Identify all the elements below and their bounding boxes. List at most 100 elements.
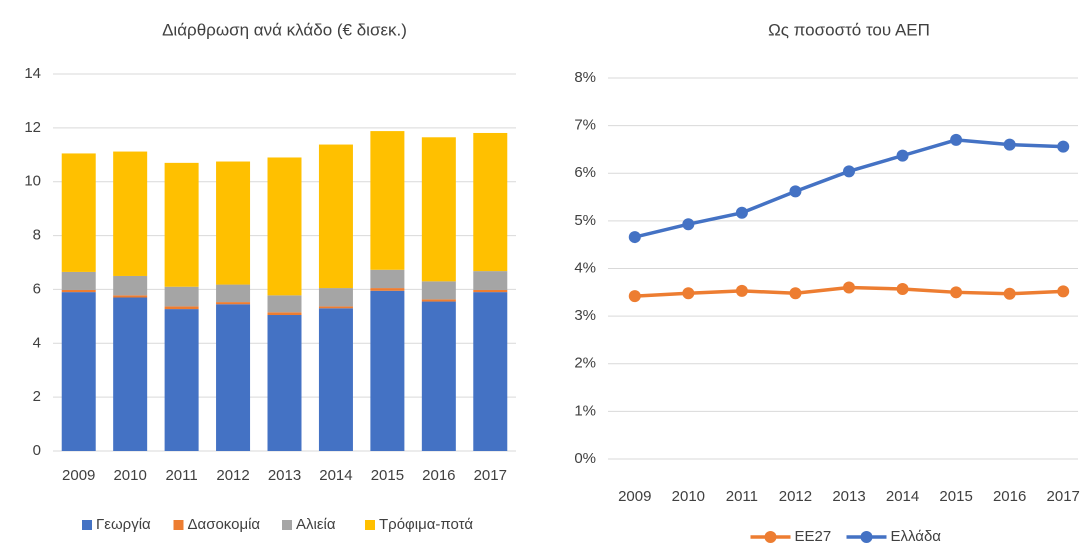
bar-segment (318, 306, 353, 309)
y-tick-label: 7% (574, 117, 596, 134)
x-tick-label: 2015 (371, 467, 404, 484)
point (682, 287, 695, 300)
bar-segment (216, 302, 251, 305)
x-tick-label: 2014 (319, 467, 352, 484)
legend-swatch (82, 520, 92, 530)
legend-label: Αλιεία (296, 516, 336, 533)
x-tick-label: 2013 (832, 488, 865, 505)
bar-segment (267, 295, 302, 313)
bar-segment (113, 151, 148, 276)
point (1057, 285, 1070, 298)
y-tick-label: 14 (24, 65, 41, 82)
x-tick-label: 2010 (113, 467, 146, 484)
bar-segment (370, 269, 405, 289)
point (950, 133, 963, 146)
point (789, 185, 802, 198)
bar-segment (216, 284, 251, 303)
bar-segment (318, 288, 353, 307)
point (1003, 138, 1016, 151)
y-tick-label: 5% (574, 212, 596, 229)
chart-title: Ως ποσοστό του ΑΕΠ (768, 20, 930, 39)
legend-marker (764, 531, 777, 543)
bar-segment (61, 153, 96, 272)
bar-segment (370, 288, 405, 291)
bar-segment (318, 308, 353, 451)
y-tick-label: 4% (574, 259, 596, 276)
x-tick-label: 2016 (422, 467, 455, 484)
y-tick-label: 12 (24, 119, 41, 136)
point (735, 206, 748, 219)
line (634, 138, 1064, 239)
bar-segment (164, 162, 199, 287)
legend-marker (860, 531, 873, 543)
point (628, 231, 641, 244)
bar-segment (61, 271, 96, 290)
x-tick-label: 2012 (216, 467, 249, 484)
point (896, 149, 909, 162)
bar-segment (370, 290, 405, 451)
bar-segment (473, 132, 508, 272)
y-tick-label: 4 (33, 334, 41, 351)
y-tick-label: 8% (574, 69, 596, 86)
bar-segment (164, 309, 199, 451)
point (843, 165, 855, 178)
y-tick-label: 2% (574, 355, 596, 372)
y-tick-label: 0% (574, 450, 596, 467)
x-tick-label: 2010 (672, 488, 705, 505)
point (735, 284, 748, 297)
bar-segment (318, 144, 353, 289)
y-tick-label: 0 (33, 442, 41, 459)
x-tick-label: 2013 (268, 467, 301, 484)
point (896, 282, 909, 295)
point (950, 286, 963, 299)
y-tick-label: 6 (33, 280, 41, 297)
bar-segment (61, 289, 96, 293)
bar-segment (113, 275, 148, 296)
x-tick-label: 2017 (474, 467, 507, 484)
bar-segment (421, 299, 456, 302)
x-tick-label: 2016 (993, 488, 1026, 505)
bar-segment (473, 292, 508, 451)
y-tick-label: 3% (574, 307, 596, 324)
bar-segment (113, 295, 148, 298)
bar-segment (267, 157, 302, 296)
bar-segment (164, 286, 199, 307)
bar-segment (216, 304, 251, 451)
point (789, 287, 802, 300)
point (628, 290, 641, 303)
x-tick-label: 2017 (1047, 488, 1080, 505)
bar-segment (473, 271, 508, 290)
x-tick-label: 2014 (886, 488, 919, 505)
x-tick-label: 2009 (618, 488, 651, 505)
legend-label: Τρόφιμα-ποτά (379, 516, 473, 533)
legend-swatch (173, 520, 184, 530)
legend-label: ΕΕ27 (795, 528, 832, 545)
y-tick-label: 6% (574, 164, 596, 181)
bar-segment (421, 281, 456, 300)
point (843, 281, 855, 294)
y-tick-label: 8 (33, 227, 41, 244)
legend-label: Δασοκομία (188, 516, 261, 533)
bar-segment (61, 292, 96, 451)
y-tick-label: 1% (574, 402, 596, 419)
legend-swatch (365, 520, 375, 530)
x-tick-label: 2015 (939, 488, 972, 505)
bar-segment (267, 315, 302, 451)
x-tick-label: 2011 (165, 467, 197, 484)
x-tick-label: 2009 (62, 467, 95, 484)
bar-segment (370, 131, 405, 270)
bar-segment (421, 301, 456, 451)
y-tick-label: 2 (33, 388, 41, 405)
point (1003, 287, 1016, 300)
legend-label: Ελλάδα (891, 528, 942, 545)
x-tick-label: 2011 (726, 488, 758, 505)
bar-segment (164, 306, 199, 310)
bar-segment (421, 137, 456, 282)
bar-segment (113, 297, 148, 451)
bar-segment (216, 161, 251, 285)
point (1057, 140, 1070, 153)
point (682, 218, 695, 231)
bar-segment (473, 289, 508, 293)
x-tick-label: 2012 (779, 488, 812, 505)
